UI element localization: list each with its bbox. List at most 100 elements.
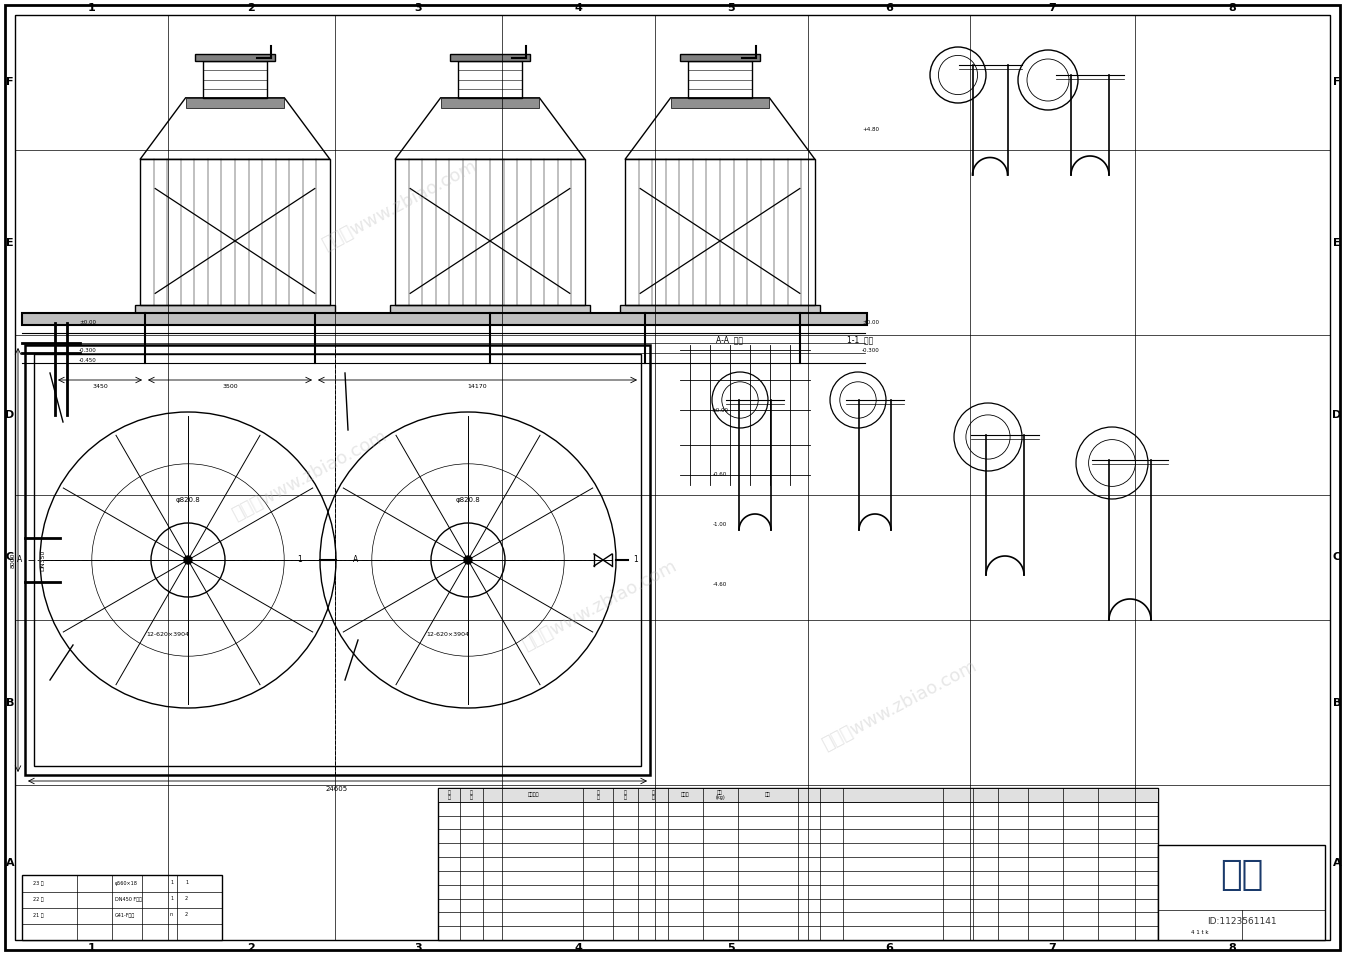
- Text: DN450 F规格: DN450 F规格: [116, 897, 141, 902]
- Text: 4: 4: [574, 3, 582, 13]
- Text: ID:1123561141: ID:1123561141: [1206, 918, 1276, 926]
- Text: 3: 3: [414, 943, 422, 953]
- Text: 14170: 14170: [468, 384, 487, 389]
- Circle shape: [184, 556, 192, 564]
- Bar: [620, 305, 820, 315]
- Text: B: B: [5, 697, 15, 708]
- Text: C: C: [1333, 553, 1341, 562]
- Text: 8: 8: [1228, 3, 1236, 13]
- Text: 1: 1: [87, 3, 95, 13]
- Bar: [687, 61, 752, 97]
- Circle shape: [464, 556, 472, 564]
- Text: 知束网www.zbiao.com: 知束网www.zbiao.com: [320, 157, 480, 253]
- Text: 3: 3: [414, 3, 422, 13]
- Bar: [438, 788, 1158, 940]
- Text: F: F: [1333, 77, 1341, 88]
- Text: 4 1 t k: 4 1 t k: [1190, 929, 1209, 935]
- Bar: [22, 875, 222, 940]
- Text: F: F: [7, 77, 13, 88]
- Bar: [195, 54, 276, 61]
- Text: 重量
(kg): 重量 (kg): [716, 790, 725, 800]
- Text: A: A: [354, 556, 359, 564]
- Text: -0.300: -0.300: [79, 349, 97, 353]
- Text: 2: 2: [186, 897, 188, 902]
- Text: 1: 1: [633, 556, 639, 564]
- Text: 1: 1: [297, 556, 303, 564]
- Bar: [140, 159, 330, 305]
- Text: n: n: [169, 912, 174, 918]
- Text: 22 管: 22 管: [34, 897, 43, 902]
- Text: 规格型号: 规格型号: [527, 793, 539, 797]
- Text: 知束网www.zbiao.com: 知束网www.zbiao.com: [519, 557, 681, 653]
- Bar: [679, 54, 760, 61]
- Bar: [438, 788, 1158, 802]
- Text: -1.00: -1.00: [713, 522, 728, 527]
- Text: D: D: [1333, 410, 1341, 420]
- Bar: [625, 159, 815, 305]
- Bar: [22, 313, 868, 325]
- Text: 件
号: 件 号: [448, 790, 451, 800]
- Text: A-A  剖面: A-A 剖面: [717, 335, 744, 345]
- Text: A: A: [5, 858, 15, 867]
- Text: 2: 2: [247, 3, 256, 13]
- Text: 件
数: 件 数: [624, 790, 627, 800]
- Text: 名
称: 名 称: [469, 790, 472, 800]
- Bar: [441, 97, 539, 108]
- Text: 1: 1: [87, 943, 95, 953]
- Text: 12-620×3904: 12-620×3904: [147, 632, 190, 638]
- Text: G41-F规格: G41-F规格: [116, 912, 136, 918]
- Text: -0.60: -0.60: [713, 473, 728, 478]
- Text: 21 法: 21 法: [34, 912, 43, 918]
- Text: 4: 4: [574, 943, 582, 953]
- Bar: [390, 305, 590, 315]
- Text: 知束: 知束: [1220, 859, 1263, 892]
- Bar: [457, 61, 522, 97]
- Text: ±0.00: ±0.00: [712, 408, 729, 413]
- Bar: [34, 354, 642, 766]
- Text: 8000: 8000: [11, 552, 16, 568]
- Text: 1: 1: [169, 881, 174, 885]
- Text: ±0.00: ±0.00: [862, 320, 880, 325]
- Bar: [1158, 845, 1325, 940]
- Text: 6: 6: [885, 3, 893, 13]
- Text: -4.60: -4.60: [713, 583, 728, 587]
- Text: φ820.8: φ820.8: [176, 497, 200, 503]
- Text: 6: 6: [885, 943, 893, 953]
- Text: 1-1  剖面: 1-1 剖面: [847, 335, 873, 345]
- Text: 5: 5: [728, 3, 736, 13]
- Text: A: A: [1333, 858, 1341, 867]
- Text: -0.450: -0.450: [79, 358, 97, 364]
- Text: E: E: [7, 238, 13, 247]
- Text: C: C: [5, 553, 13, 562]
- Text: 1: 1: [169, 897, 174, 902]
- Bar: [671, 97, 769, 108]
- Text: +4.80: +4.80: [862, 128, 880, 133]
- Bar: [26, 345, 650, 775]
- Text: 12-620×3904: 12-620×3904: [426, 632, 469, 638]
- Text: 1: 1: [186, 881, 188, 885]
- Text: 材
料: 材 料: [651, 790, 655, 800]
- Text: -0.300: -0.300: [862, 349, 880, 353]
- Text: φ560×18: φ560×18: [116, 881, 139, 885]
- Text: A: A: [17, 556, 23, 564]
- Text: 标准号: 标准号: [681, 793, 689, 797]
- Text: 8: 8: [1228, 943, 1236, 953]
- Text: 24605: 24605: [325, 786, 348, 792]
- Bar: [449, 54, 530, 61]
- Text: 备注: 备注: [765, 793, 771, 797]
- Text: DN350: DN350: [40, 549, 46, 571]
- Text: 知束网www.zbiao.com: 知束网www.zbiao.com: [230, 427, 390, 523]
- Bar: [395, 159, 585, 305]
- Text: 2: 2: [186, 912, 188, 918]
- Text: 数
量: 数 量: [597, 790, 600, 800]
- Bar: [203, 61, 268, 97]
- Text: 知束网www.zbiao.com: 知束网www.zbiao.com: [819, 656, 981, 753]
- Text: 7: 7: [1049, 943, 1056, 953]
- Bar: [186, 97, 284, 108]
- Text: 5: 5: [728, 943, 736, 953]
- Text: 7: 7: [1049, 3, 1056, 13]
- Text: E: E: [1333, 238, 1341, 247]
- Text: ±0.00: ±0.00: [79, 320, 97, 325]
- Text: 3450: 3450: [91, 384, 108, 389]
- Text: D: D: [5, 410, 15, 420]
